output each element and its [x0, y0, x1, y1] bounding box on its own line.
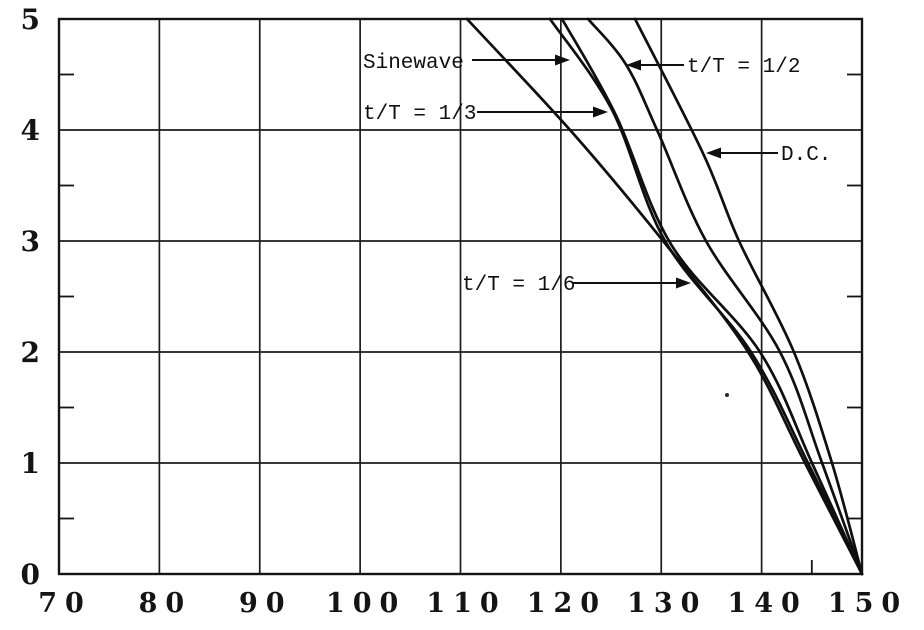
annotation-t-t-1-2: t/T = 1/2 [626, 56, 800, 79]
annotation-label: t/T = 1/2 [687, 56, 800, 79]
x-axis-tick-label: 140 [727, 588, 807, 619]
annotation-layer: Sinewave t/T = 1/3 t/T = 1/2 D.C. t/T = 1/6 [363, 52, 831, 397]
annotation-label: t/T = 1/6 [462, 274, 575, 297]
annotation-arrow-head [706, 147, 721, 159]
x-axis-tick-label: 130 [627, 588, 707, 619]
y-axis-tick-label: 4 [21, 114, 40, 147]
annotation-label: D.C. [781, 144, 831, 167]
axis-label-layer: 70 80 90 100 110 120 130 140 150 0 1 2 3 4 5 [21, 3, 908, 619]
x-axis-tick-label: 150 [828, 588, 908, 619]
y-axis-tick-label: 3 [21, 225, 40, 258]
tick-layer [59, 73, 862, 574]
y-axis-tick-label: 2 [21, 336, 40, 369]
x-axis-tick-label: 100 [326, 588, 406, 619]
scan-speck [725, 393, 729, 397]
annotation-label: Sinewave [363, 52, 464, 75]
annotation-t-t-1-6: t/T = 1/6 [462, 274, 691, 297]
curve-t-t-1-2 [586, 17, 864, 576]
annotation-sinewave: Sinewave [363, 52, 570, 75]
annotation-label: t/T = 1/3 [363, 103, 476, 126]
annotation-arrow-head [593, 106, 608, 118]
x-axis-tick-label: 110 [426, 588, 506, 619]
annotation-t-t-1-3: t/T = 1/3 [363, 103, 608, 126]
y-axis-tick-label: 0 [21, 558, 40, 591]
x-axis-tick-label: 120 [527, 588, 607, 619]
y-axis-tick-label: 5 [21, 3, 40, 36]
annotation-arrow-head [626, 59, 641, 71]
curve-sinewave [548, 17, 864, 576]
curve-t-t-1-3 [560, 17, 864, 576]
x-axis-tick-label: 80 [139, 588, 193, 619]
x-axis-tick-label: 90 [239, 588, 293, 619]
x-axis-tick-label: 70 [38, 588, 92, 619]
annotation-arrow-head [555, 54, 570, 66]
annotation-d-c: D.C. [706, 144, 831, 167]
curve-d-c [633, 17, 864, 576]
annotation-arrow-head [676, 277, 691, 289]
y-axis-tick-label: 1 [21, 447, 40, 480]
